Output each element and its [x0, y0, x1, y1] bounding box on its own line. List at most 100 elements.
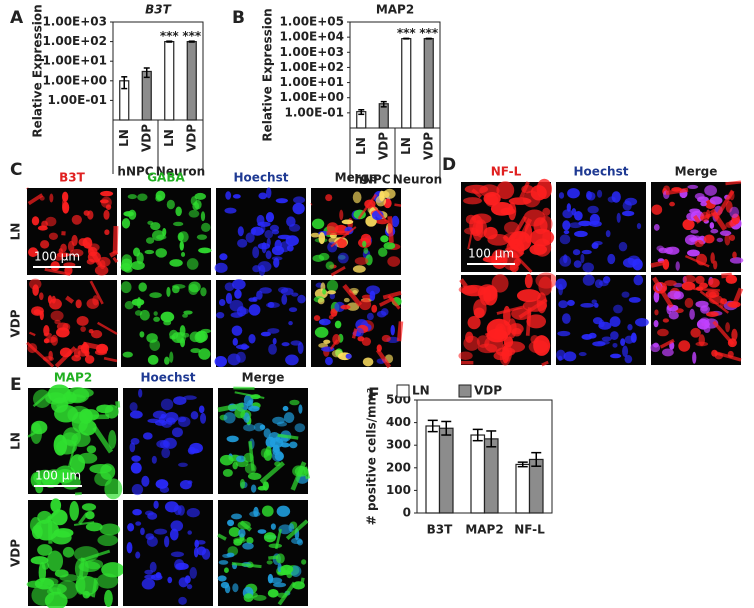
cell	[703, 234, 715, 244]
micrograph	[123, 388, 213, 496]
cell	[483, 226, 498, 240]
cell	[288, 307, 298, 313]
cell	[56, 439, 77, 455]
cell	[235, 344, 250, 350]
cell	[359, 298, 372, 311]
cell	[182, 313, 188, 318]
cell	[267, 301, 275, 308]
neurite	[652, 276, 674, 309]
cell	[104, 589, 113, 608]
cell	[71, 354, 82, 362]
cell	[526, 314, 547, 329]
cell	[603, 276, 611, 284]
channel-label: NF-L	[491, 165, 522, 179]
cell	[187, 480, 193, 485]
cell	[732, 251, 737, 259]
cell	[75, 575, 86, 595]
x-tick-label: B3T	[427, 523, 453, 537]
cell	[31, 584, 55, 606]
y-tick-label: 1.00E+03	[42, 15, 107, 29]
cell	[709, 222, 715, 229]
cell	[120, 263, 132, 272]
cell	[232, 279, 246, 290]
cell	[228, 527, 241, 537]
y-axis-label: Relative Expression	[261, 8, 275, 141]
cell	[247, 472, 262, 480]
neurite	[459, 278, 468, 288]
cell	[334, 301, 346, 312]
cell	[178, 462, 188, 468]
neurite	[510, 215, 527, 241]
cell	[479, 286, 492, 306]
neurite	[382, 290, 402, 300]
cell	[598, 321, 612, 330]
micrograph	[120, 280, 211, 367]
neurite	[277, 581, 297, 606]
channel-label: B3T	[59, 171, 85, 185]
cell	[48, 350, 53, 361]
neurite	[518, 298, 548, 319]
cell	[219, 253, 228, 261]
cell	[85, 522, 103, 532]
cell	[80, 326, 86, 332]
cell	[653, 320, 659, 328]
neurite	[650, 260, 666, 268]
cell	[346, 302, 360, 311]
cell	[87, 210, 94, 220]
cell	[242, 542, 254, 550]
neurite	[277, 433, 299, 440]
cell	[164, 411, 179, 423]
neurite	[329, 339, 339, 350]
cell	[216, 311, 225, 319]
cell	[612, 342, 618, 348]
neurite	[231, 562, 262, 569]
cell	[76, 316, 89, 326]
neurite	[699, 290, 730, 314]
cell	[383, 242, 396, 250]
group-label: hNPC	[117, 165, 153, 179]
chart-title: B3T	[145, 3, 171, 17]
cell	[378, 247, 388, 257]
micrograph	[214, 187, 306, 276]
cell	[688, 237, 698, 242]
neurite	[369, 201, 387, 222]
significance: ***	[182, 29, 202, 43]
cell	[236, 455, 246, 463]
cell	[131, 455, 141, 462]
cell	[45, 469, 64, 485]
cell	[557, 330, 571, 337]
cell	[317, 297, 325, 305]
cell	[130, 462, 142, 474]
y-tick-label: 1.00E+00	[42, 73, 107, 87]
chart-title: MAP2	[376, 3, 414, 17]
cell	[463, 197, 482, 205]
cell	[261, 505, 274, 517]
cell	[354, 257, 369, 265]
cell	[683, 275, 696, 284]
cell	[160, 398, 174, 411]
cell	[86, 445, 97, 454]
cell	[263, 532, 277, 543]
x-tick-label: VDP	[184, 124, 198, 152]
cell	[122, 351, 133, 358]
neurite	[387, 294, 401, 310]
cell	[339, 209, 344, 221]
cell	[194, 192, 206, 200]
cell	[630, 332, 637, 343]
x-tick-label: VDP	[139, 124, 153, 152]
cell	[231, 325, 243, 336]
neurite	[290, 461, 307, 491]
panel-letter: C	[10, 160, 22, 180]
cell	[224, 207, 237, 214]
cell	[86, 298, 100, 309]
cell	[37, 544, 53, 556]
neurite	[67, 440, 77, 468]
cell	[250, 484, 257, 493]
cell	[89, 463, 112, 474]
cell	[147, 220, 154, 225]
cell	[467, 315, 481, 330]
cell	[578, 220, 592, 227]
cell	[252, 265, 261, 273]
cell	[43, 332, 52, 337]
cell	[277, 234, 292, 240]
